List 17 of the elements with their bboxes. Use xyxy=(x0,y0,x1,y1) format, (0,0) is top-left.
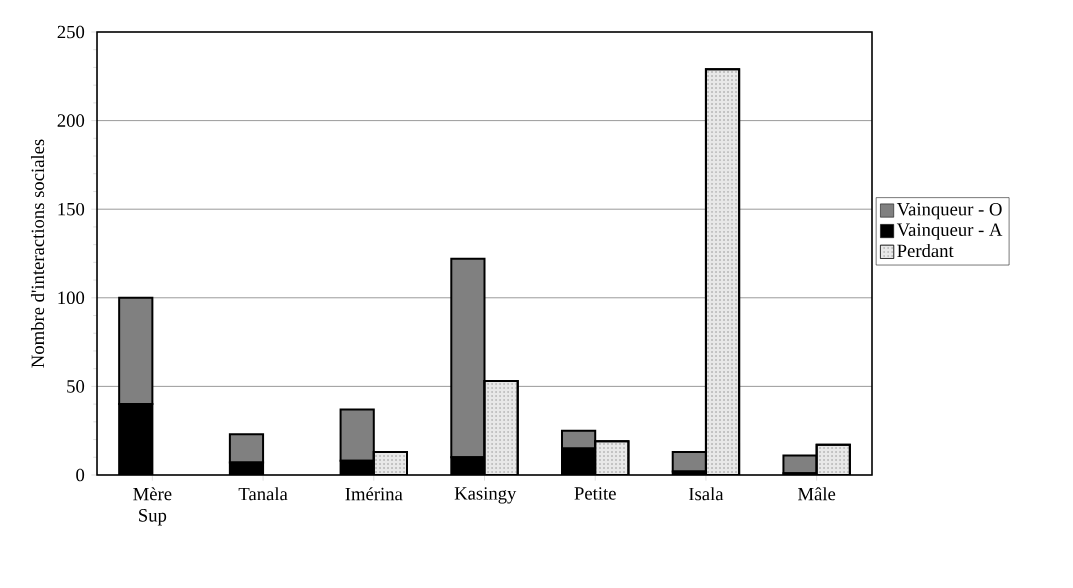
y-tick-label: 200 xyxy=(57,114,85,127)
x-tick-label: Kasingy xyxy=(454,487,517,504)
x-tick-label: Mère Sup xyxy=(133,487,172,526)
x-tick-label: Isala xyxy=(688,487,724,501)
x-tick-label: Tanala xyxy=(238,487,288,501)
y-tick-label: 250 xyxy=(57,25,85,39)
x-tick-label: Petite xyxy=(574,487,616,500)
x-tick-label: Imérina xyxy=(345,487,403,501)
y-axis-title: Nombre d'interactions sociales xyxy=(30,139,45,368)
legend-label: Perdant xyxy=(897,243,954,258)
y-tick-label: 50 xyxy=(67,380,85,393)
x-tick-label: Mâle xyxy=(798,487,836,501)
y-tick-label: 100 xyxy=(58,291,85,305)
y-tick-label: 0 xyxy=(76,468,85,482)
legend-label: Vainqueur - O xyxy=(896,202,1002,220)
y-tick-label: 150 xyxy=(58,202,85,216)
legend-label: Vainqueur - A xyxy=(896,223,1003,240)
